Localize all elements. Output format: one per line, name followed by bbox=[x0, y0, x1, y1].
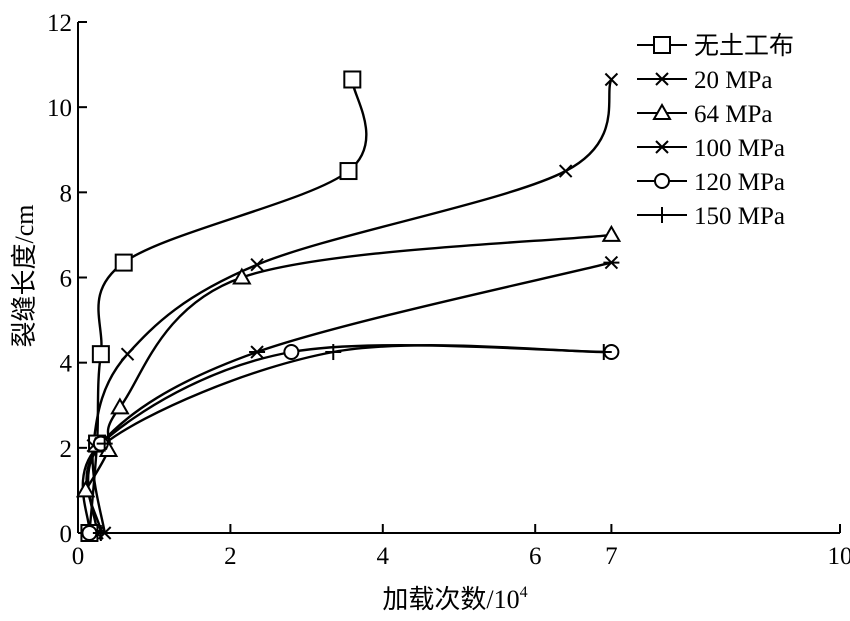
y-tick-label: 2 bbox=[60, 436, 73, 463]
data-point-x bbox=[250, 258, 264, 272]
x-marker-stroke bbox=[120, 347, 135, 361]
x-tick-label: 10 bbox=[828, 543, 850, 570]
data-point-plus bbox=[96, 435, 113, 452]
x-marker-stroke bbox=[655, 72, 669, 86]
legend-label: 64 MPa bbox=[694, 101, 772, 128]
legend-marker-triangle bbox=[652, 102, 672, 120]
square-marker-shape bbox=[339, 162, 358, 181]
square-marker-shape bbox=[114, 253, 133, 272]
data-point-x bbox=[558, 164, 573, 178]
circle-marker-shape bbox=[654, 173, 670, 189]
legend-marker-square bbox=[653, 36, 671, 54]
asterisk-marker-stroke bbox=[604, 255, 619, 270]
data-point-square bbox=[339, 162, 358, 181]
triangle-marker-shape bbox=[75, 480, 96, 498]
y-tick-label: 12 bbox=[47, 10, 72, 37]
legend-label: 100 MPa bbox=[694, 135, 785, 162]
circle-marker-shape bbox=[283, 344, 300, 361]
data-point-plus bbox=[325, 344, 342, 361]
triangle-marker-shape bbox=[232, 267, 252, 285]
data-point-triangle bbox=[110, 397, 130, 415]
x-tick-label: 6 bbox=[529, 543, 542, 570]
data-point-asterisk bbox=[249, 345, 266, 359]
asterisk-marker-stroke bbox=[655, 140, 669, 154]
data-point-square bbox=[343, 70, 362, 89]
data-point-square bbox=[114, 253, 133, 272]
y-tick-label: 8 bbox=[60, 180, 73, 207]
triangle-marker-shape bbox=[110, 397, 130, 415]
x-tick-label: 4 bbox=[377, 543, 390, 570]
series-line-circle bbox=[81, 344, 612, 534]
legend-label: 无土工布 bbox=[694, 32, 794, 60]
x-axis-title-text: 加载次数/10 bbox=[382, 585, 519, 614]
legend-marker-asterisk bbox=[654, 140, 670, 154]
x-marker-stroke bbox=[250, 258, 264, 272]
legend-marker-circle bbox=[654, 173, 670, 189]
data-point-plus bbox=[92, 525, 109, 541]
triangle-marker-shape bbox=[601, 224, 622, 242]
data-point-square bbox=[91, 345, 110, 364]
legend-item: 无土工布 bbox=[637, 32, 794, 60]
x-tick-label: 0 bbox=[72, 543, 85, 570]
x-marker-stroke bbox=[604, 72, 619, 87]
square-marker-shape bbox=[653, 36, 671, 54]
data-point-x bbox=[604, 72, 619, 87]
x-axis-title: 加载次数/104 bbox=[382, 584, 527, 614]
square-marker-shape bbox=[91, 345, 110, 364]
x-marker-stroke bbox=[558, 164, 573, 178]
series-line-x bbox=[91, 78, 613, 534]
series-line-plus bbox=[85, 344, 604, 534]
series-line-asterisk bbox=[86, 261, 612, 534]
x-tick-label: 7 bbox=[605, 543, 618, 570]
legend: 无土工布 20 MPa 64 MPa 100 MPa 120 MPa 150 MPa bbox=[637, 32, 794, 230]
legend-item: 20 MPa bbox=[637, 67, 772, 94]
series-line-triangle bbox=[84, 233, 612, 491]
data-point-circle bbox=[283, 344, 300, 361]
y-tick-label: 4 bbox=[60, 351, 73, 378]
square-marker-shape bbox=[343, 70, 362, 89]
data-point-x bbox=[120, 347, 135, 361]
x-tick-label: 2 bbox=[224, 543, 237, 570]
series-line-square bbox=[88, 79, 368, 534]
legend-marker-x bbox=[655, 72, 669, 86]
legend-marker-plus bbox=[654, 207, 670, 223]
legend-label: 150 MPa bbox=[694, 203, 785, 230]
y-tick-label: 0 bbox=[60, 521, 73, 548]
axes: 0 2 4 6 7 10 0 2 4 6 8 10 12 bbox=[47, 10, 850, 570]
data-point-triangle bbox=[232, 267, 252, 285]
legend-item: 120 MPa bbox=[637, 169, 785, 196]
data-point-triangle bbox=[601, 224, 622, 242]
y-tick-label: 10 bbox=[47, 95, 72, 122]
asterisk-marker-stroke bbox=[250, 345, 264, 359]
legend-label: 120 MPa bbox=[694, 169, 785, 196]
triangle-marker-shape bbox=[652, 102, 672, 120]
legend-label: 20 MPa bbox=[694, 67, 772, 94]
y-tick-label: 6 bbox=[60, 266, 73, 293]
data-point-asterisk bbox=[603, 255, 620, 270]
y-axis-title: 裂缝长度/cm bbox=[10, 205, 39, 348]
data-point-triangle bbox=[75, 480, 96, 498]
data-markers bbox=[75, 70, 622, 542]
legend-item: 64 MPa bbox=[637, 101, 772, 128]
x-axis-title-exponent: 4 bbox=[520, 584, 528, 601]
data-point-plus bbox=[595, 344, 612, 361]
legend-item: 100 MPa bbox=[637, 135, 785, 162]
data-curves bbox=[81, 78, 613, 534]
legend-item: 150 MPa bbox=[637, 203, 785, 230]
